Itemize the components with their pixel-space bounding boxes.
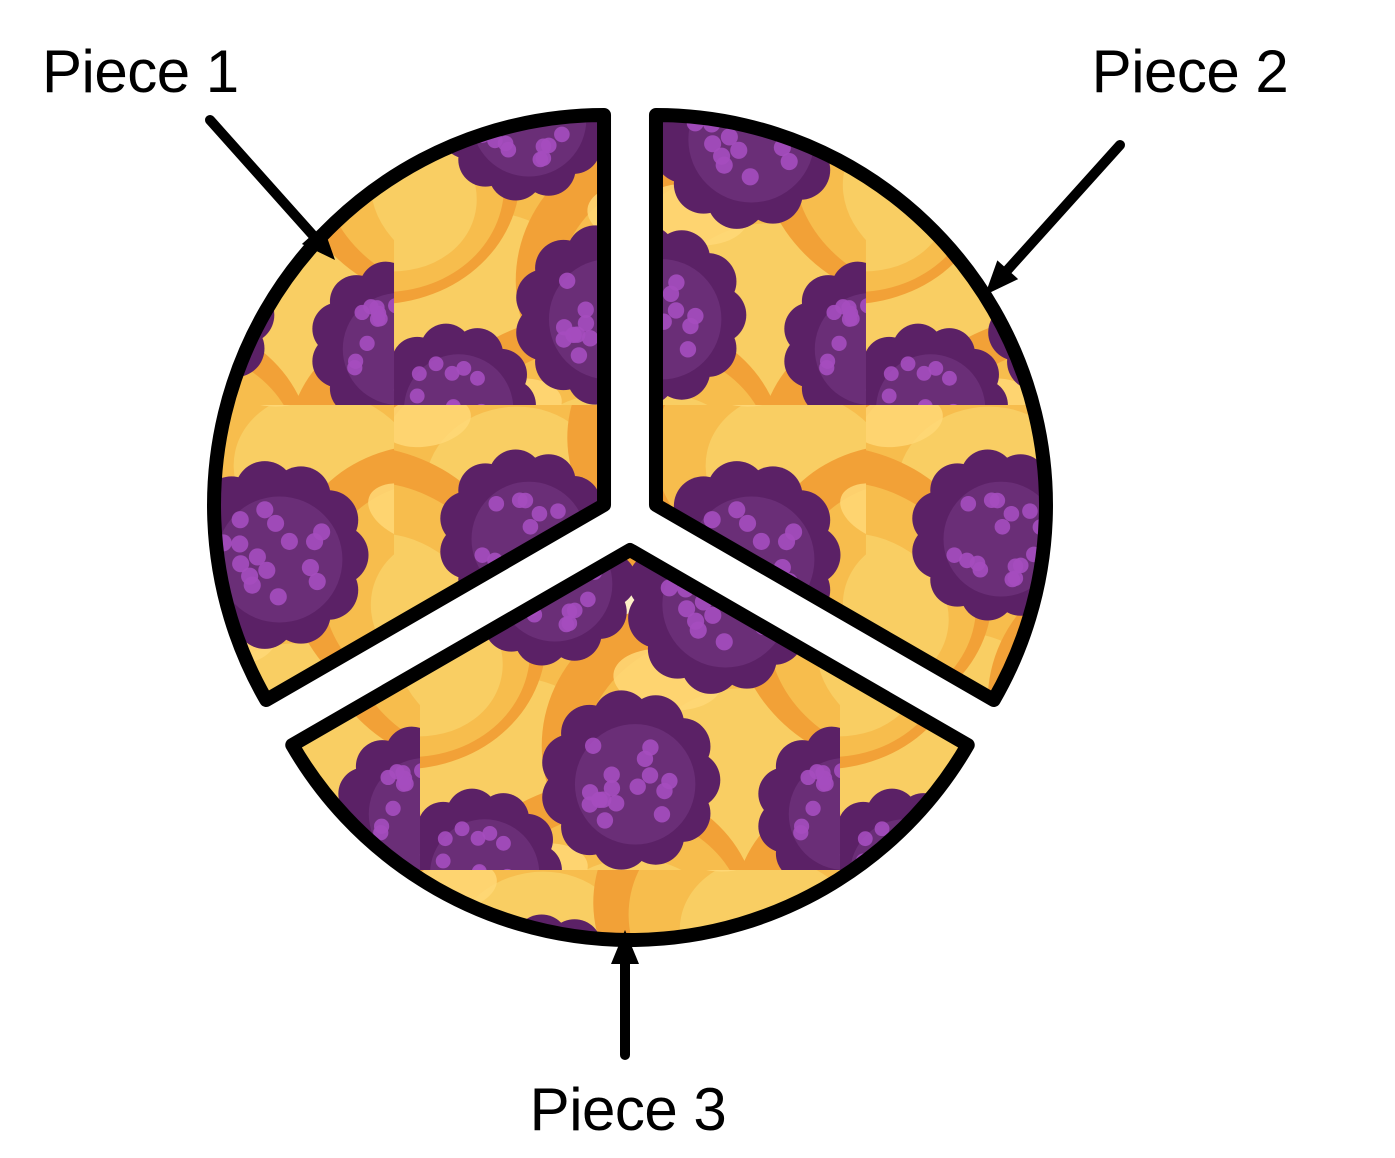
arrow-piece-2 [985, 145, 1120, 295]
arrow-piece-3 [611, 930, 639, 1055]
arrow-piece-1 [210, 120, 335, 260]
pie-diagram [214, 115, 1046, 940]
label-piece-1: Piece 1 [42, 38, 239, 105]
label-piece-2: Piece 2 [1092, 38, 1289, 105]
label-piece-3: Piece 3 [530, 1076, 727, 1143]
